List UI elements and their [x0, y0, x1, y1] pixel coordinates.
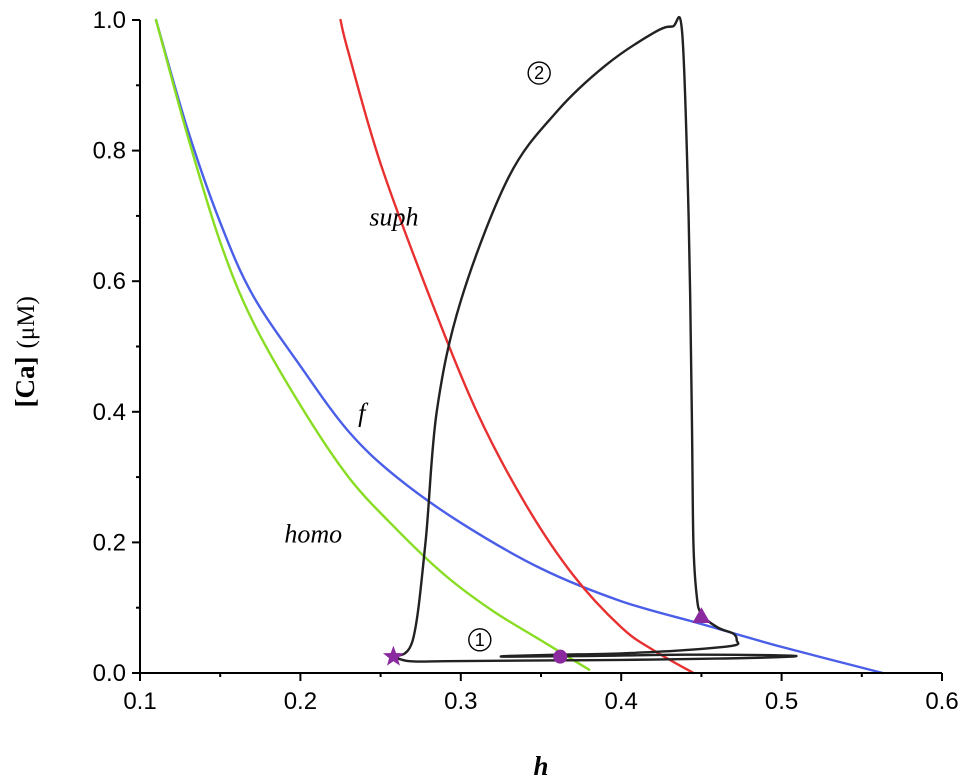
y-tick-label: 0.6 [93, 268, 126, 295]
axis-layer: 0.1 0.2 0.3 0.4 0.5 0.6 0.00.20.40.60.81.0 h … [10, 7, 959, 781]
annotation-circle [527, 61, 551, 85]
y-tick-label: 1.0 [93, 7, 126, 34]
series-layer [154, 15, 884, 675]
x-tick-label: 0.2 [284, 688, 317, 715]
x-tick-label: 0.3 [444, 688, 477, 715]
x-axis-title: h [533, 751, 548, 781]
y-axis-unit: (μM) [13, 296, 40, 348]
y-tick-label: 0.0 [93, 660, 126, 687]
annotation-suph: suph [369, 203, 418, 232]
y-tick-label: 0.2 [93, 529, 126, 556]
circle-marker [553, 649, 568, 664]
x-tick-label: 0.1 [123, 688, 156, 715]
annotation-layer: suph f homo 2 1 [284, 61, 551, 652]
y-axis-title-group: [Ca] (μM) [10, 296, 40, 407]
series-trajectory-line [392, 15, 798, 663]
series-f-line [154, 18, 884, 675]
annotation-f: f [358, 399, 369, 428]
y-tick-label: 0.4 [93, 399, 126, 426]
y-tick-label: 0.8 [93, 138, 126, 165]
annotation-circle [468, 628, 492, 652]
annotation-number: 2 [534, 63, 544, 83]
series-homo-line [154, 18, 591, 671]
star-marker [383, 645, 404, 666]
triangle-marker [692, 607, 711, 623]
x-tick-label: 0.4 [605, 688, 638, 715]
x-tick-label: 0.5 [765, 688, 798, 715]
annotation-homo: homo [284, 519, 342, 548]
x-tick-label: 0.6 [925, 688, 958, 715]
x-ticks: 0.1 0.2 0.3 0.4 0.5 0.6 [123, 673, 959, 715]
annotation-number: 1 [475, 630, 485, 650]
y-ticks: 0.0 0.2 0.4 0.6 0.8 1.0 [93, 7, 140, 687]
marker-layer [383, 607, 711, 666]
series-suph-line [339, 18, 695, 675]
y-axis-title: [Ca] [10, 357, 40, 408]
